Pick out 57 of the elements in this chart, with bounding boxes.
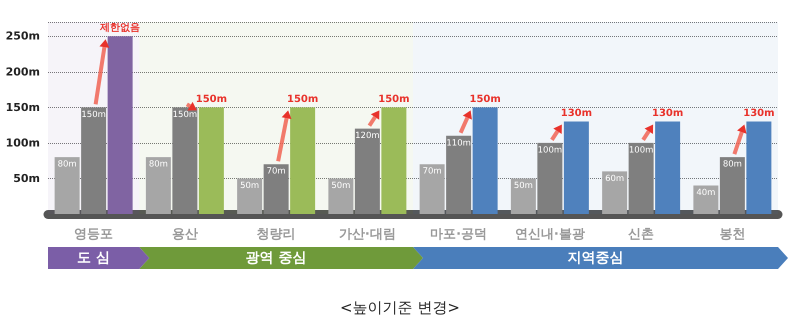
- bar: [198, 107, 224, 214]
- data-label: 150m: [81, 110, 106, 120]
- data-label: 80m: [58, 160, 77, 170]
- x-tick-label: 청량리: [256, 227, 296, 242]
- bar: [602, 171, 628, 214]
- bar: [146, 157, 171, 214]
- data-label: 제한없음: [99, 22, 140, 34]
- x-tick-label: 마포·공덕: [430, 227, 488, 242]
- data-label: 60m: [605, 174, 624, 184]
- bar: [746, 122, 772, 214]
- band-label: 지역중심: [568, 250, 624, 266]
- data-label: 110m: [446, 138, 471, 148]
- data-label: 130m: [652, 108, 684, 120]
- bar: [54, 157, 80, 214]
- data-label: 50m: [331, 180, 350, 191]
- bar: [108, 36, 133, 214]
- band-label: 광역 중심: [246, 250, 307, 266]
- bar: [693, 186, 718, 214]
- bar: [420, 164, 445, 214]
- data-label: 50m: [240, 180, 260, 191]
- data-label: 50m: [514, 180, 533, 191]
- data-label: 70m: [266, 166, 286, 177]
- x-tick-label: 가산·대림: [338, 227, 396, 242]
- bar: [290, 107, 316, 214]
- bar: [655, 122, 680, 214]
- data-label: 80m: [722, 160, 742, 170]
- text: <높이기준 변경>: [340, 298, 460, 316]
- data-label: 150m: [172, 110, 198, 120]
- data-label: 40m: [696, 188, 716, 198]
- bar: [472, 107, 498, 214]
- y-tick-label: 250m: [6, 30, 40, 43]
- bar: [237, 178, 262, 214]
- bar: [381, 107, 406, 214]
- data-label: 100m: [628, 145, 654, 156]
- data-label: 130m: [560, 108, 592, 120]
- data-label: 80m: [148, 160, 168, 170]
- data-label: 100m: [538, 145, 562, 156]
- x-tick-label: 신촌: [628, 227, 654, 242]
- data-label: 150m: [286, 94, 318, 105]
- y-tick-label: 150m: [6, 100, 40, 114]
- data-label: 70m: [422, 166, 442, 177]
- y-tick-label: 100m: [6, 136, 40, 150]
- y-tick-label: 50m: [13, 172, 40, 185]
- data-label: 150m: [196, 94, 228, 105]
- band-label: 도 심: [77, 250, 110, 266]
- bar: [564, 122, 589, 214]
- bar: [510, 178, 536, 214]
- bar: [328, 178, 354, 214]
- y-tick-label: 200m: [6, 65, 40, 78]
- data-label: 120m: [355, 131, 380, 142]
- x-tick-label: 연신내·불광: [514, 227, 585, 242]
- data-label: 150m: [469, 94, 501, 105]
- x-tick-label: 영등포: [74, 227, 114, 242]
- x-tick-label: 용산: [172, 227, 198, 242]
- data-label: 150m: [378, 94, 410, 105]
- data-label: 130m: [743, 108, 775, 120]
- x-tick-label: 봉천: [719, 227, 746, 242]
